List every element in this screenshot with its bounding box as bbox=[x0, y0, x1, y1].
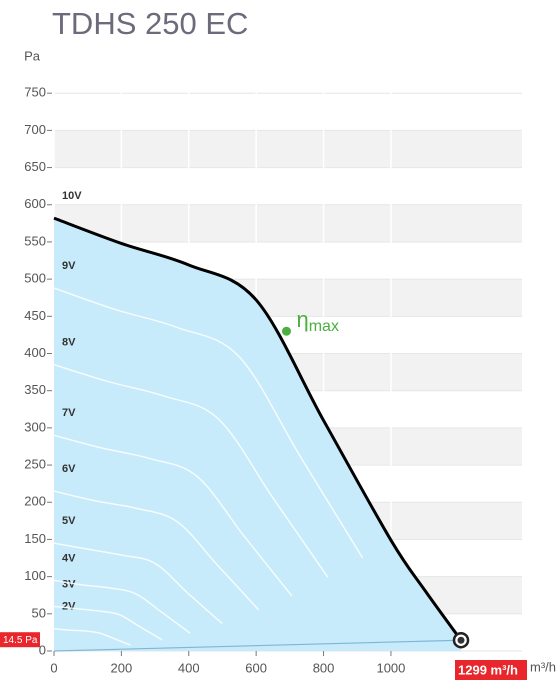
eta-max-label: ηmax bbox=[296, 307, 338, 335]
operating-point-core bbox=[457, 636, 465, 644]
curve bbox=[53, 627, 131, 646]
y-tick-label: 600 bbox=[24, 196, 46, 211]
curve-label: 4V bbox=[62, 552, 76, 564]
curve bbox=[53, 605, 163, 641]
curve bbox=[53, 490, 260, 611]
y-tick-label: 300 bbox=[24, 419, 46, 434]
y-label-box bbox=[0, 632, 40, 648]
y-tick-label: 700 bbox=[24, 122, 46, 137]
curve-label: 9V bbox=[62, 260, 76, 272]
curve-label: 8V bbox=[62, 337, 76, 349]
curve bbox=[53, 579, 191, 634]
eta-max-point bbox=[281, 326, 291, 336]
eta-symbol: η bbox=[296, 307, 308, 332]
operating-area bbox=[54, 218, 462, 651]
x-tick-label: 600 bbox=[245, 660, 267, 675]
curve bbox=[53, 434, 293, 597]
x-tick-label: 0 bbox=[50, 660, 57, 675]
curve-label: 2V bbox=[62, 601, 76, 613]
operating-x-label: 1299 m³/h bbox=[458, 662, 518, 677]
curve-label: 7V bbox=[62, 407, 76, 419]
y-tick-label: 350 bbox=[24, 382, 46, 397]
operating-y-label: 14.5 Pa bbox=[3, 635, 38, 646]
y-tick-label: 750 bbox=[24, 85, 46, 100]
y-tick-label: 200 bbox=[24, 494, 46, 509]
system-curve bbox=[53, 639, 462, 652]
grid-band bbox=[54, 204, 522, 242]
x-tick-label: 200 bbox=[111, 660, 133, 675]
y-tick-label: 550 bbox=[24, 233, 46, 248]
curve bbox=[53, 542, 223, 625]
y-tick-label: 150 bbox=[24, 531, 46, 546]
y-tick-label: 450 bbox=[24, 308, 46, 323]
eta-subscript: max bbox=[309, 318, 339, 335]
y-unit: Pa bbox=[24, 48, 41, 63]
y-tick-label: 250 bbox=[24, 457, 46, 472]
x-tick-label: 1000 bbox=[376, 660, 405, 675]
y-tick-label: 0 bbox=[39, 642, 46, 657]
x-unit: m³/h bbox=[530, 659, 556, 674]
chart-title: TDHS 250 EC bbox=[52, 6, 248, 41]
curve-label: 6V bbox=[62, 463, 76, 475]
y-tick-label: 100 bbox=[24, 568, 46, 583]
y-tick-label: 650 bbox=[24, 159, 46, 174]
y-tick-label: 500 bbox=[24, 271, 46, 286]
y-tick-label: 50 bbox=[32, 605, 46, 620]
curve bbox=[53, 287, 364, 559]
y-tick-label: 400 bbox=[24, 345, 46, 360]
curve bbox=[53, 363, 329, 578]
curve bbox=[53, 216, 463, 642]
curve-label: 5V bbox=[62, 515, 76, 527]
x-tick-label: 400 bbox=[178, 660, 200, 675]
curve-label: 3V bbox=[62, 578, 76, 590]
grid-band bbox=[54, 130, 522, 168]
x-tick-label: 800 bbox=[313, 660, 335, 675]
curve-label: 10V bbox=[62, 190, 82, 202]
x-label-box bbox=[455, 660, 528, 680]
